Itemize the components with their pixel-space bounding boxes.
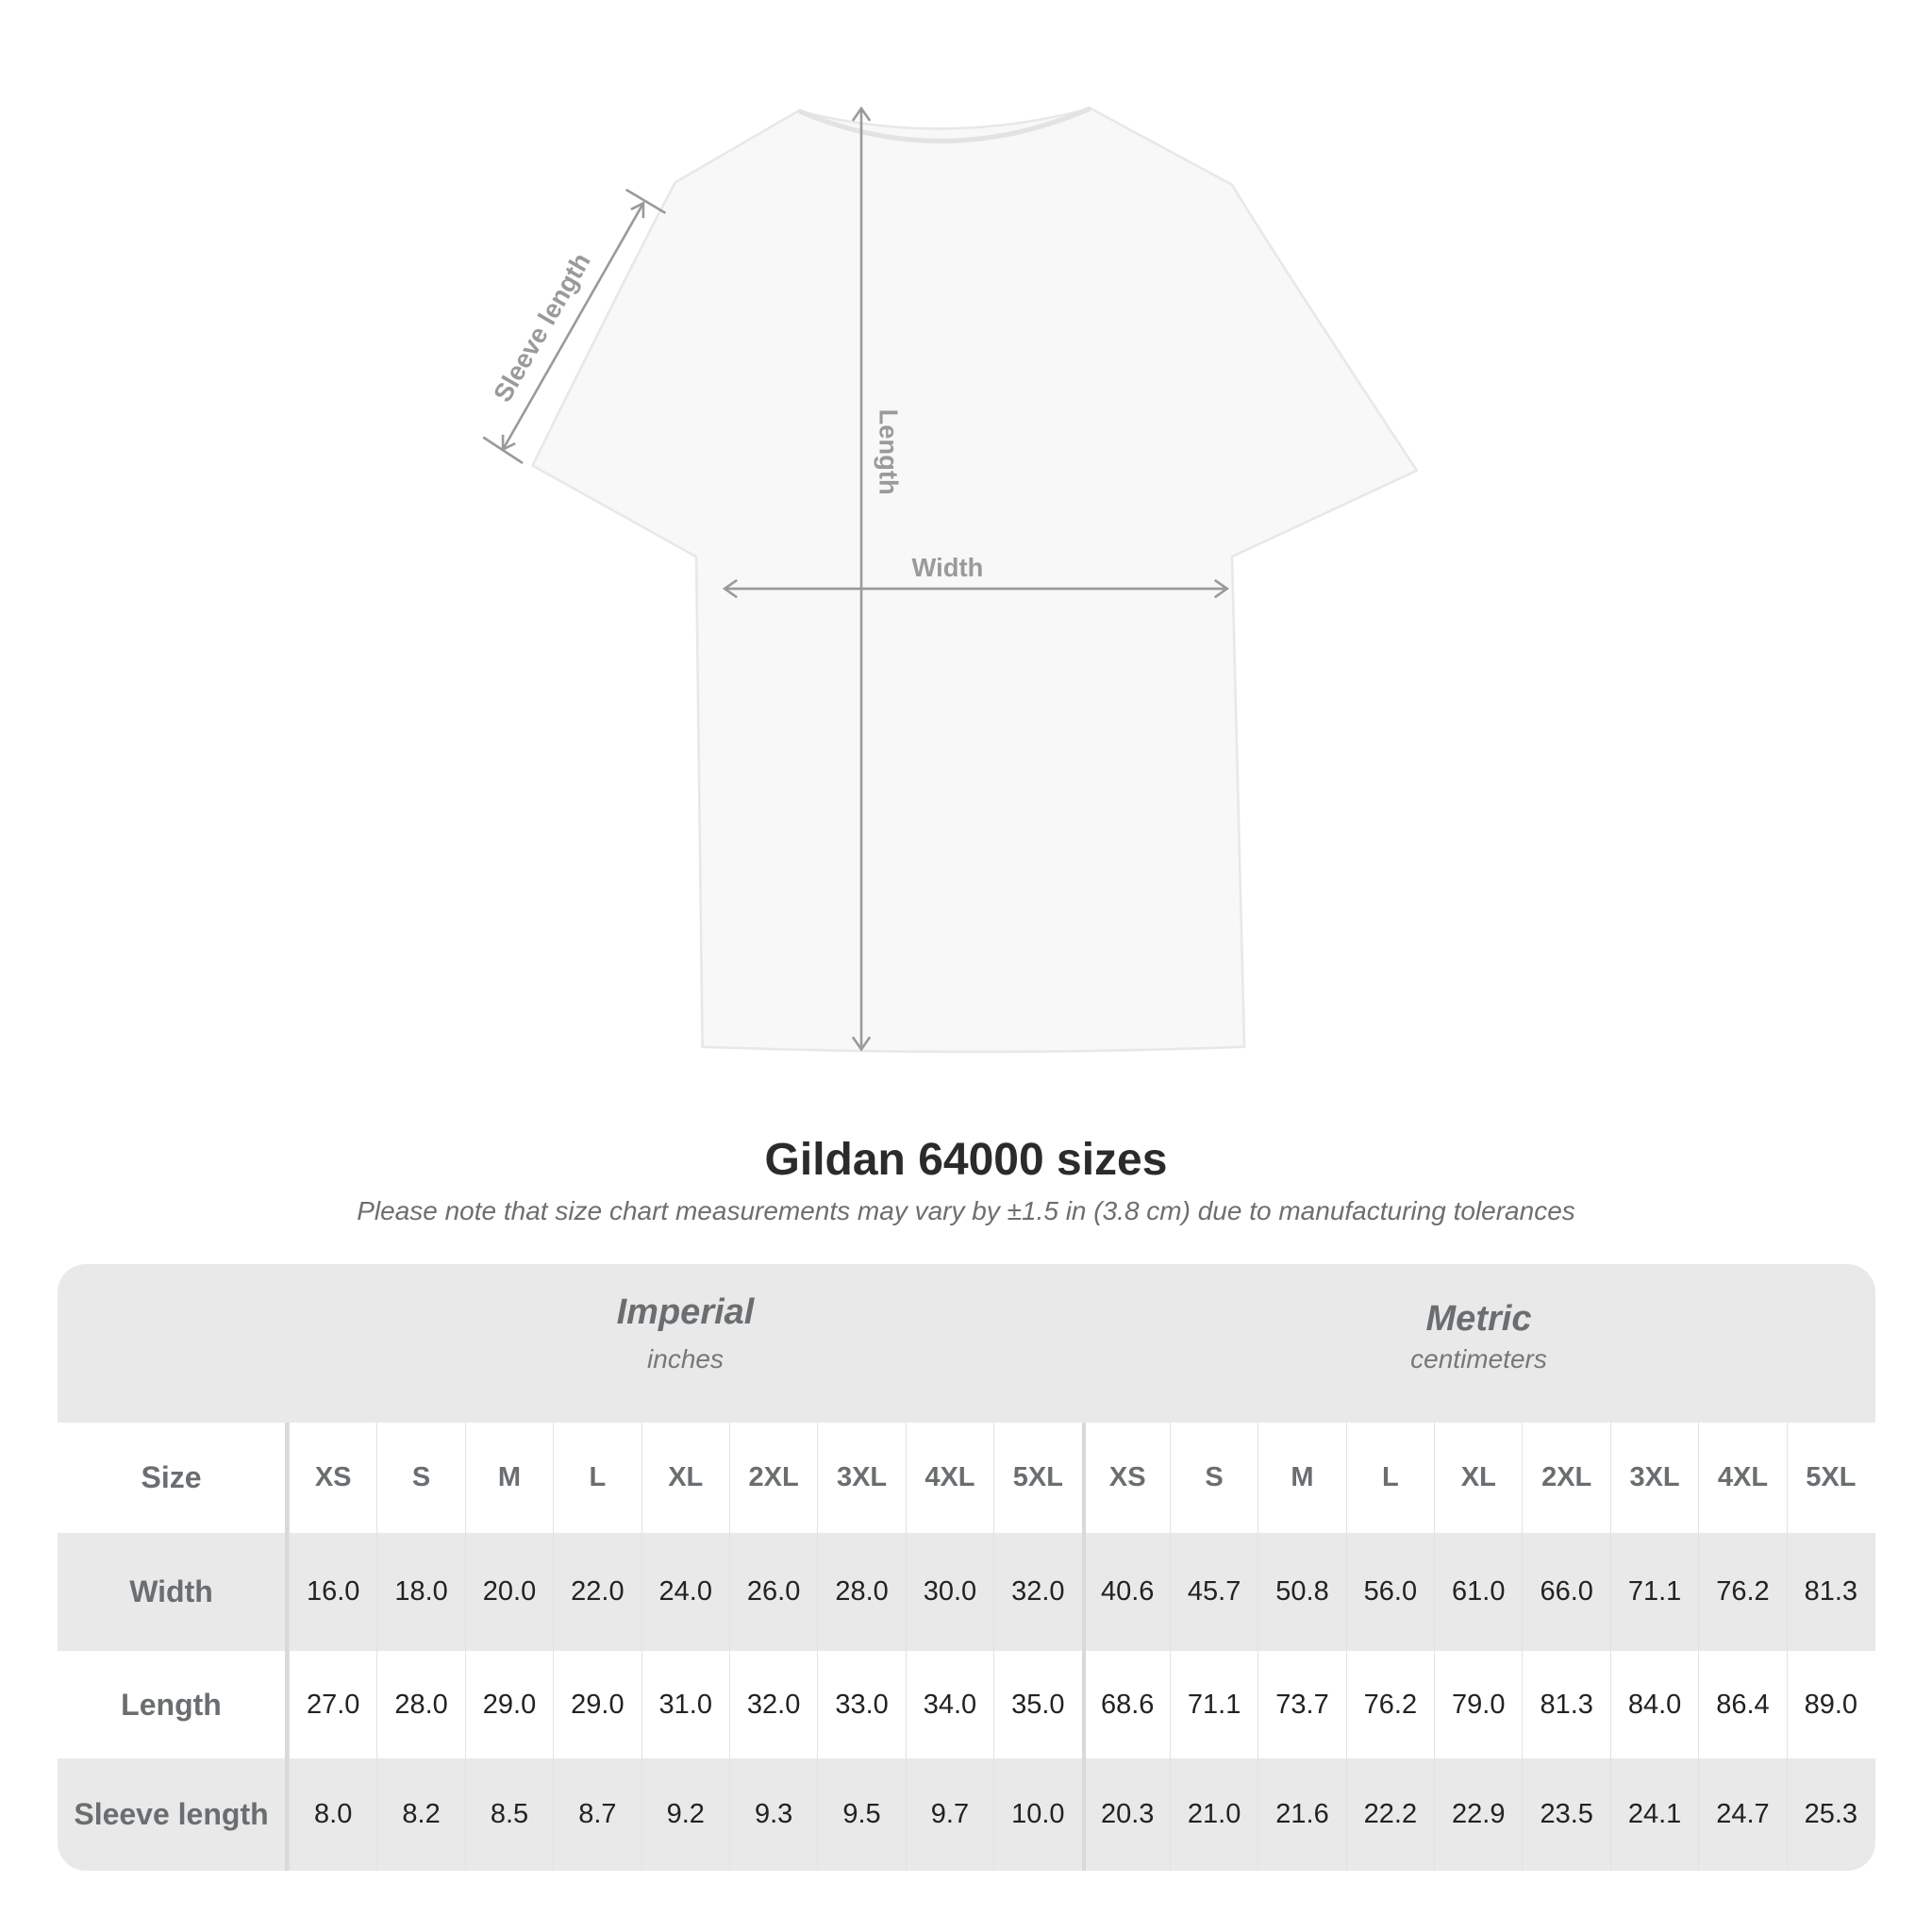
metric-value: 24.1 [1609, 1758, 1698, 1871]
metric-value: 45.7 [1169, 1533, 1257, 1651]
tshirt-diagram: Sleeve length Length Width [482, 106, 1419, 1054]
imperial-value: 20.0 [464, 1533, 553, 1651]
size-header-metric: S [1169, 1423, 1257, 1533]
size-header-row: Size XS S M L XL 2XL 3XL 4XL 5XL XS S M L XL 2XL 3XL 4XL 5… [58, 1423, 1875, 1533]
imperial-value: 26.0 [728, 1533, 817, 1651]
imperial-value: 27.0 [289, 1651, 376, 1758]
imperial-value: 31.0 [641, 1651, 729, 1758]
tolerance-note: Please note that size chart measurements… [357, 1196, 1575, 1225]
tshirt-shape [530, 107, 1419, 1054]
size-header-imperial: L [553, 1423, 641, 1533]
size-header-imperial: XL [641, 1423, 729, 1533]
size-header-metric: XS [1081, 1423, 1170, 1533]
size-header-metric: XL [1434, 1423, 1522, 1533]
metric-value: 68.6 [1081, 1651, 1170, 1758]
metric-value: 22.2 [1345, 1758, 1434, 1871]
size-header-metric: M [1257, 1423, 1345, 1533]
width-label: Width [912, 553, 984, 582]
metric-value: 21.0 [1169, 1758, 1257, 1871]
length-label: Length [874, 408, 904, 494]
metric-value: 71.1 [1169, 1651, 1257, 1758]
imperial-value: 28.0 [376, 1651, 464, 1758]
imperial-value: 32.0 [728, 1651, 817, 1758]
imperial-value: 28.0 [817, 1533, 905, 1651]
size-header-imperial: 2XL [728, 1423, 817, 1533]
size-header-metric: 3XL [1609, 1423, 1698, 1533]
metric-value: 71.1 [1609, 1533, 1698, 1651]
table-row: Width 16.0 18.0 20.0 22.0 24.0 26.0 28.0 30.0 32.… [58, 1533, 1875, 1651]
metric-value: 40.6 [1081, 1533, 1170, 1651]
size-header-imperial: S [376, 1423, 464, 1533]
size-table: Imperial inches Metric centimeters Size X… [58, 1264, 1875, 1871]
size-header-metric: 5XL [1786, 1423, 1874, 1533]
imperial-value: 8.0 [289, 1758, 376, 1871]
metric-value: 84.0 [1609, 1651, 1698, 1758]
size-label: Size [58, 1423, 289, 1533]
imperial-value: 10.0 [993, 1758, 1081, 1871]
metric-value: 76.2 [1345, 1651, 1434, 1758]
table-row: Length 27.0 28.0 29.0 29.0 31.0 32.0 33.0 34.0 35… [58, 1651, 1875, 1758]
metric-value: 73.7 [1257, 1651, 1345, 1758]
metric-value: 66.0 [1522, 1533, 1609, 1651]
metric-unit: centimeters [1410, 1344, 1547, 1374]
row-label: Length [58, 1651, 289, 1758]
imperial-value: 24.0 [641, 1533, 729, 1651]
imperial-value: 9.3 [728, 1758, 817, 1871]
imperial-unit: inches [647, 1344, 724, 1374]
imperial-value: 29.0 [553, 1651, 641, 1758]
imperial-value: 9.5 [817, 1758, 905, 1871]
metric-value: 86.4 [1698, 1651, 1786, 1758]
imperial-value: 9.7 [905, 1758, 993, 1871]
imperial-value: 9.2 [641, 1758, 729, 1871]
size-header-metric: 4XL [1698, 1423, 1786, 1533]
metric-value: 50.8 [1257, 1533, 1345, 1651]
metric-value: 23.5 [1522, 1758, 1609, 1871]
sleeve-arrow [501, 202, 645, 451]
imperial-value: 29.0 [464, 1651, 553, 1758]
metric-value: 81.3 [1522, 1651, 1609, 1758]
size-header-imperial: 4XL [905, 1423, 993, 1533]
size-header-imperial: XS [289, 1423, 376, 1533]
imperial-value: 8.7 [553, 1758, 641, 1871]
size-header-imperial: 3XL [817, 1423, 905, 1533]
imperial-value: 8.5 [464, 1758, 553, 1871]
size-header-imperial: M [464, 1423, 553, 1533]
imperial-value: 30.0 [905, 1533, 993, 1651]
metric-value: 76.2 [1698, 1533, 1786, 1651]
imperial-header: Imperial inches [289, 1292, 1082, 1374]
imperial-value: 8.2 [376, 1758, 464, 1871]
imperial-value: 22.0 [553, 1533, 641, 1651]
size-header-metric: L [1345, 1423, 1434, 1533]
metric-value: 24.7 [1698, 1758, 1786, 1871]
imperial-value: 35.0 [993, 1651, 1081, 1758]
page-title: Gildan 64000 sizes [764, 1135, 1168, 1185]
metric-value: 56.0 [1345, 1533, 1434, 1651]
row-label: Width [58, 1533, 289, 1651]
metric-value: 22.9 [1434, 1758, 1522, 1871]
metric-value: 61.0 [1434, 1533, 1522, 1651]
metric-value: 20.3 [1081, 1758, 1170, 1871]
metric-value: 79.0 [1434, 1651, 1522, 1758]
metric-value: 21.6 [1257, 1758, 1345, 1871]
metric-value: 81.3 [1786, 1533, 1874, 1651]
imperial-label: Imperial [616, 1292, 755, 1332]
imperial-value: 18.0 [376, 1533, 464, 1651]
metric-header: Metric centimeters [1082, 1299, 1875, 1374]
imperial-value: 32.0 [993, 1533, 1081, 1651]
imperial-value: 16.0 [289, 1533, 376, 1651]
row-label: Sleeve length [58, 1758, 289, 1871]
size-header-imperial: 5XL [993, 1423, 1081, 1533]
metric-value: 25.3 [1786, 1758, 1874, 1871]
imperial-value: 33.0 [817, 1651, 905, 1758]
size-header-metric: 2XL [1522, 1423, 1609, 1533]
table-row: Sleeve length 8.0 8.2 8.5 8.7 9.2 9.3 9.5 9.7 10.… [58, 1758, 1875, 1871]
metric-label: Metric [1425, 1299, 1532, 1339]
metric-value: 89.0 [1786, 1651, 1874, 1758]
imperial-value: 34.0 [905, 1651, 993, 1758]
